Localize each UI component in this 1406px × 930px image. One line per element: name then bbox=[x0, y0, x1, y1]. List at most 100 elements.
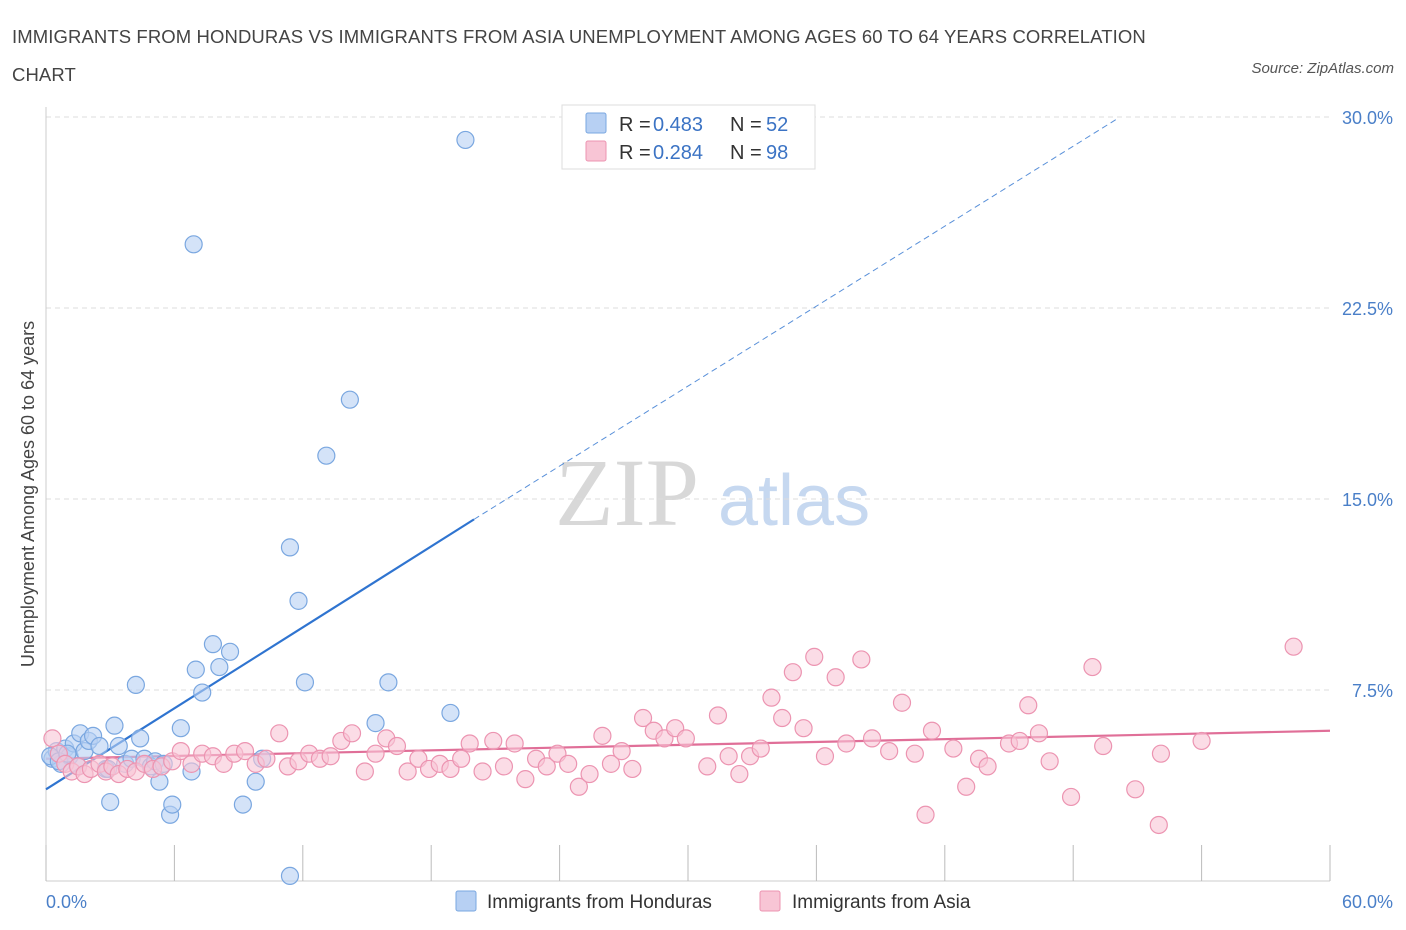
point-asia bbox=[837, 734, 856, 753]
point-honduras bbox=[280, 866, 300, 886]
legend-bottom-swatch-honduras bbox=[455, 890, 477, 912]
point-honduras bbox=[340, 390, 359, 409]
point-asia bbox=[321, 747, 340, 766]
point-asia bbox=[484, 731, 503, 751]
point-honduras bbox=[105, 716, 124, 735]
legend-n-label-honduras: N = bbox=[730, 114, 762, 136]
point-honduras bbox=[171, 719, 190, 738]
trendline-honduras-extension bbox=[473, 119, 1117, 520]
point-asia bbox=[494, 757, 514, 776]
point-asia bbox=[257, 749, 276, 768]
point-asia bbox=[387, 736, 407, 756]
point-asia bbox=[676, 729, 695, 748]
point-honduras bbox=[184, 235, 203, 254]
point-asia bbox=[708, 706, 728, 725]
point-asia bbox=[593, 726, 612, 745]
point-asia bbox=[366, 744, 385, 763]
point-asia bbox=[612, 742, 631, 761]
legend-swatch-asia bbox=[585, 140, 607, 162]
point-asia bbox=[916, 805, 935, 824]
point-asia bbox=[783, 663, 802, 682]
point-asia bbox=[623, 759, 642, 779]
chart-source: Source: ZipAtlas.com bbox=[1251, 60, 1394, 77]
point-honduras bbox=[163, 795, 182, 814]
point-asia bbox=[1040, 752, 1059, 771]
point-asia bbox=[516, 770, 535, 789]
point-asia bbox=[559, 754, 578, 773]
point-honduras bbox=[456, 130, 475, 150]
point-asia bbox=[633, 708, 653, 728]
point-asia bbox=[1151, 744, 1171, 763]
point-asia bbox=[270, 724, 289, 743]
point-asia bbox=[342, 724, 362, 743]
point-asia bbox=[537, 757, 556, 776]
point-asia bbox=[505, 734, 524, 753]
point-asia bbox=[905, 744, 924, 763]
point-honduras bbox=[193, 683, 212, 702]
point-asia bbox=[1010, 731, 1029, 751]
point-asia bbox=[460, 734, 479, 753]
point-asia bbox=[569, 777, 588, 796]
point-asia bbox=[1019, 696, 1038, 715]
point-honduras bbox=[280, 538, 300, 557]
point-asia bbox=[452, 749, 471, 768]
point-asia bbox=[171, 742, 190, 761]
point-asia bbox=[1029, 724, 1049, 743]
legend-r-value-asia: 0.284 bbox=[653, 142, 703, 164]
point-honduras bbox=[210, 657, 229, 677]
point-asia bbox=[762, 688, 781, 707]
point-asia bbox=[862, 729, 882, 748]
point-asia bbox=[852, 650, 871, 669]
point-honduras bbox=[90, 736, 109, 756]
legend-r-label-asia: R = bbox=[619, 142, 651, 164]
point-asia bbox=[580, 764, 599, 784]
point-honduras bbox=[441, 703, 460, 723]
point-asia bbox=[730, 764, 749, 784]
point-asia bbox=[751, 739, 770, 758]
point-honduras bbox=[246, 772, 265, 791]
point-asia bbox=[880, 742, 899, 761]
point-asia bbox=[698, 757, 717, 776]
point-asia bbox=[805, 647, 824, 666]
point-honduras bbox=[101, 792, 120, 812]
watermark-atlas: atlas bbox=[718, 461, 870, 541]
point-asia bbox=[794, 719, 813, 738]
point-asia bbox=[1061, 787, 1081, 807]
point-honduras bbox=[126, 675, 145, 695]
legend-n-value-honduras: 52 bbox=[766, 114, 788, 136]
point-honduras bbox=[366, 714, 385, 733]
legend-bottom-label-asia: Immigrants from Asia bbox=[792, 892, 971, 913]
series-points-asia bbox=[43, 637, 1303, 835]
data-points bbox=[41, 130, 1303, 886]
point-asia bbox=[815, 747, 835, 766]
point-asia bbox=[1094, 736, 1113, 756]
x-tick-max: 60.0% bbox=[1342, 892, 1393, 912]
point-asia bbox=[1083, 657, 1102, 677]
point-asia bbox=[892, 693, 912, 712]
legend-r-value-honduras: 0.483 bbox=[653, 114, 703, 136]
legend-n-label-asia: N = bbox=[730, 142, 762, 164]
point-honduras bbox=[295, 673, 315, 692]
point-honduras bbox=[317, 446, 336, 465]
y-tick-label: 30.0% bbox=[1342, 108, 1393, 128]
point-honduras bbox=[233, 795, 252, 814]
axes: 7.5% 15.0% 22.5% 30.0% bbox=[45, 107, 1393, 882]
y-axis-label: Unemployment Among Ages 60 to 64 years bbox=[18, 321, 38, 667]
y-tick-label: 15.0% bbox=[1342, 490, 1393, 510]
point-honduras bbox=[109, 736, 128, 756]
y-tick-label: 22.5% bbox=[1342, 299, 1393, 319]
point-asia bbox=[978, 757, 997, 776]
legend-swatch-honduras bbox=[585, 112, 607, 134]
point-asia bbox=[398, 762, 417, 781]
gridlines bbox=[46, 116, 1330, 691]
point-asia bbox=[957, 777, 976, 796]
point-asia bbox=[773, 708, 792, 728]
legend-bottom-swatch-asia bbox=[759, 890, 781, 912]
point-asia bbox=[235, 742, 255, 761]
point-asia bbox=[43, 729, 62, 748]
point-honduras bbox=[131, 729, 150, 748]
point-honduras bbox=[186, 660, 205, 679]
watermark-zip: ZIP bbox=[555, 439, 699, 546]
point-asia bbox=[473, 762, 492, 781]
y-tick-label: 7.5% bbox=[1352, 681, 1393, 701]
